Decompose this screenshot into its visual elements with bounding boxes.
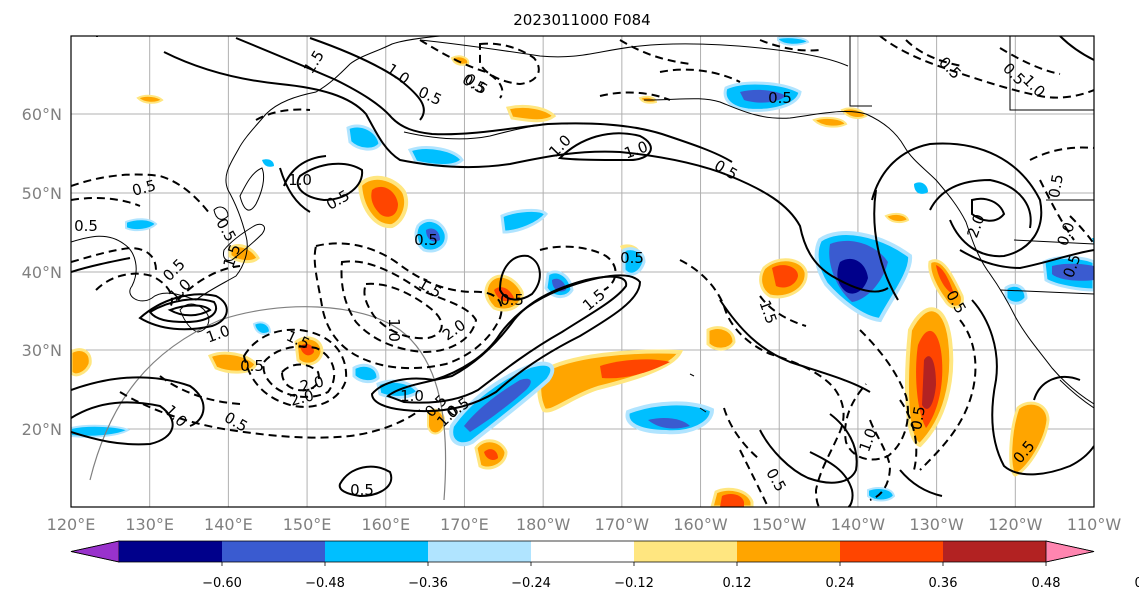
map-frame [70, 35, 1095, 508]
longitude-tick-label: 170°W [595, 515, 650, 534]
solid-contours [71, 36, 1094, 507]
contour-label: 0.5 [620, 249, 644, 267]
contour-label: 0.5 [130, 176, 158, 200]
contour-label: 0.5 [500, 291, 524, 309]
colorbar-segment [840, 541, 944, 562]
colorbar [70, 540, 1095, 563]
contour-label: 0.5 [350, 481, 374, 499]
latitude-ticks: 60°N 50°N 40°N 30°N 20°N [22, 105, 62, 439]
map-panel [71, 36, 1094, 507]
longitude-tick-label: 130°E [125, 515, 174, 534]
latitude-tick-label: 30°N [22, 341, 62, 360]
latitude-tick-label: 60°N [22, 105, 62, 124]
longitude-tick-label: 130°W [909, 515, 964, 534]
positive-anomaly-patches [71, 55, 1050, 507]
colorbar-segment [634, 541, 738, 562]
reference-circle [89, 306, 447, 501]
longitude-tick-label: 150°W [752, 515, 807, 534]
contour-label: 0.5 [240, 357, 264, 375]
longitude-tick-label: 140°E [204, 515, 253, 534]
longitude-ticks: 120°E 130°E 140°E 150°E 160°E 170°E 180°W 170°W… [47, 515, 1122, 534]
shaded-anomalies [71, 36, 1094, 507]
colorbar-segment [325, 541, 429, 562]
longitude-tick-label: 120°E [47, 515, 96, 534]
colorbar-tick-label: 0.24 [826, 576, 855, 591]
colorbar-tick-labels: −0.60 −0.48 −0.36 −0.24 −0.12 0.12 0.24 0.36 0.4… [202, 562, 1139, 591]
latitude-tick-label: 50°N [22, 184, 62, 203]
colorbar-segment [531, 541, 635, 562]
colorbar-extend-high [1045, 540, 1095, 563]
colorbar-tick-label: 0.48 [1032, 576, 1061, 591]
dashed-contours [71, 36, 1094, 507]
longitude-tick-label: 160°W [673, 515, 728, 534]
longitude-tick-label: 140°W [831, 515, 886, 534]
contour-label: 1.0 [400, 387, 424, 405]
contour-label: 1.0 [385, 318, 403, 342]
colorbar-tick-label: −0.12 [614, 576, 654, 591]
latitude-tick-label: 20°N [22, 420, 62, 439]
contour-label: 0.5 [768, 89, 792, 107]
colorbar-tick-label: −0.60 [202, 576, 242, 591]
colorbar-segment [222, 541, 326, 562]
contour-label: 0.5 [907, 405, 929, 432]
colorbar-tick-label: 0.60 [1135, 576, 1139, 591]
map-title: 2023011000 F084 [513, 11, 650, 29]
longitude-tick-label: 170°E [440, 515, 489, 534]
contour-label: 0.5 [414, 231, 438, 249]
coastlines [71, 36, 1094, 413]
contour-label: 2.0 [288, 386, 316, 410]
contour-label: 1.0 [288, 171, 312, 189]
colorbar-segment [943, 541, 1047, 562]
contour-label: 2.0 [298, 372, 326, 396]
negative-anomaly-patches [71, 36, 1094, 502]
contour-label: 0.5 [74, 217, 98, 235]
colorbar-outline [70, 540, 1095, 563]
longitude-tick-label: 160°E [361, 515, 410, 534]
colorbar-extend-low [70, 540, 120, 563]
colorbar-tick-label: 0.12 [723, 576, 752, 591]
colorbar-tick-label: −0.48 [305, 576, 345, 591]
colorbar-tick-label: −0.36 [408, 576, 448, 591]
colorbar-tick-label: 0.36 [929, 576, 958, 591]
colorbar-segment [737, 541, 841, 562]
longitude-tick-label: 110°W [1067, 515, 1122, 534]
longitude-tick-label: 180°W [516, 515, 571, 534]
longitude-tick-label: 150°E [283, 515, 332, 534]
colorbar-segment [119, 541, 223, 562]
colorbar-tick-label: −0.24 [511, 576, 551, 591]
colorbar-segment [428, 541, 532, 562]
latitude-tick-label: 40°N [22, 263, 62, 282]
contour-label: 0.5 [1045, 173, 1067, 200]
longitude-tick-label: 120°W [988, 515, 1043, 534]
